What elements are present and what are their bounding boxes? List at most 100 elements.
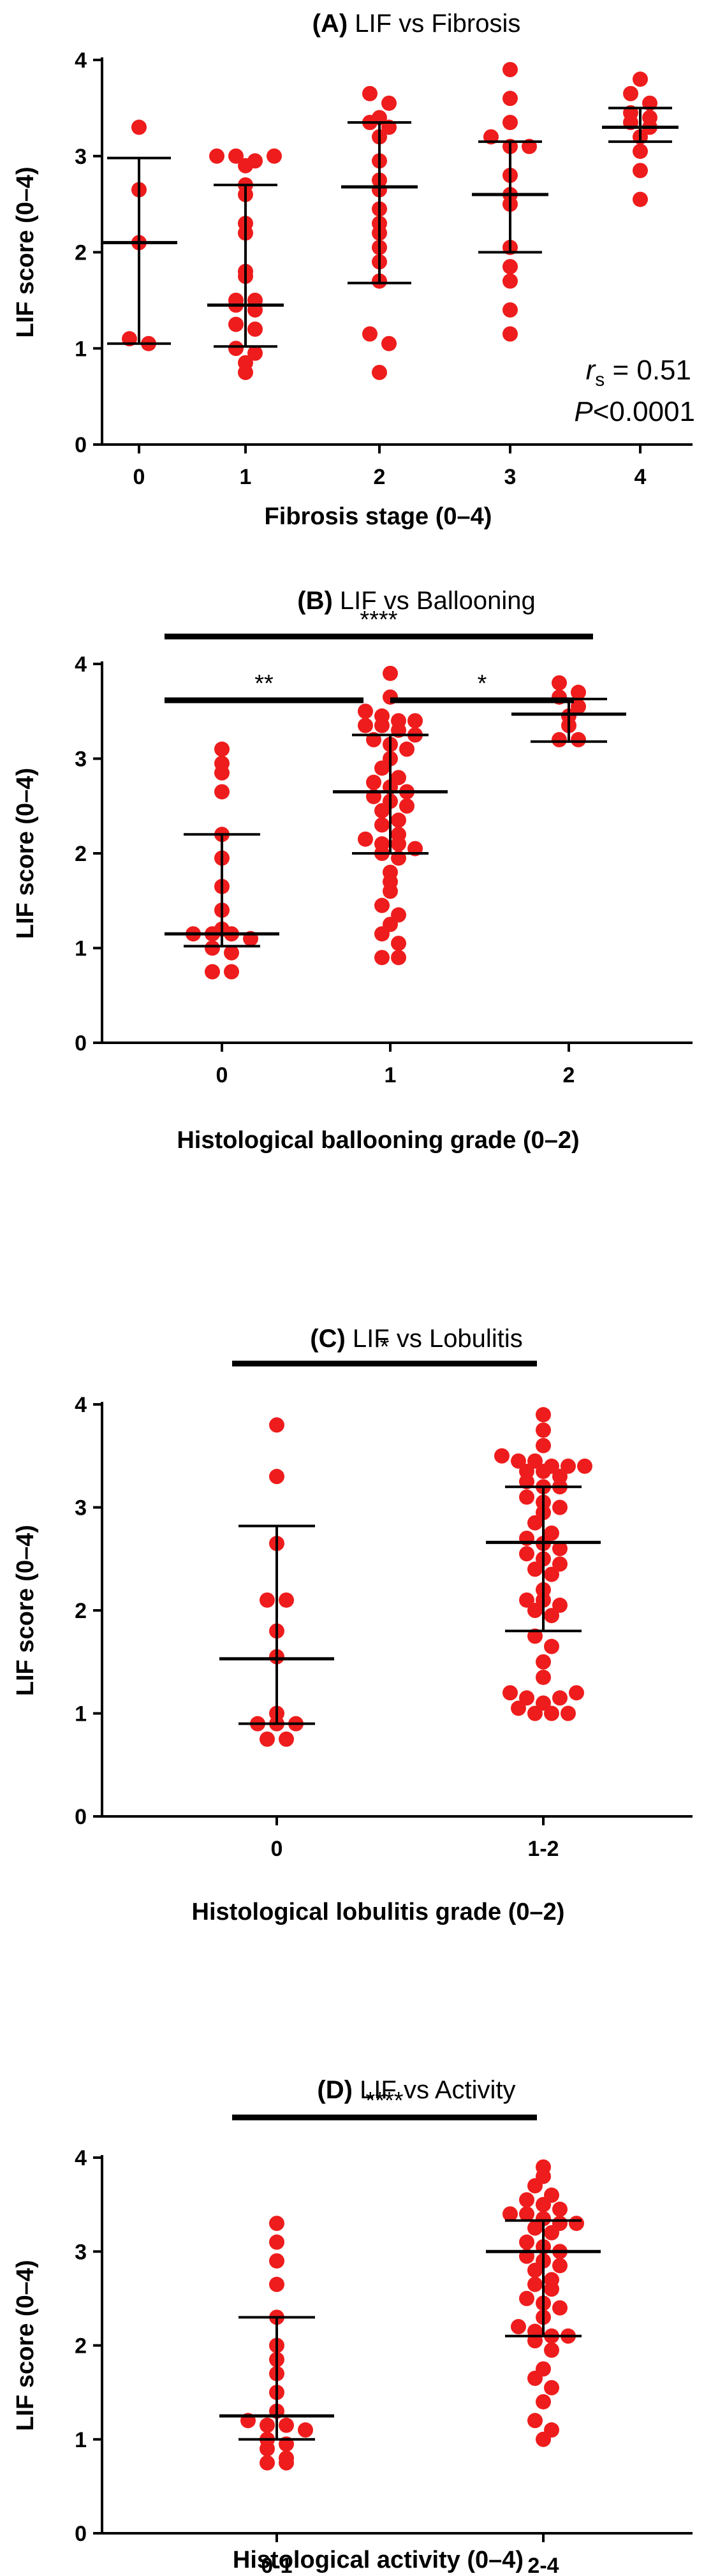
data-point	[536, 1669, 551, 1685]
data-point	[362, 326, 378, 342]
y-tick-label: 1	[75, 337, 87, 361]
data-point	[399, 741, 414, 757]
data-point	[358, 831, 373, 847]
data-point	[536, 1695, 551, 1711]
data-point	[383, 883, 398, 899]
data-point	[374, 897, 390, 913]
data-point	[228, 148, 244, 164]
data-point	[571, 732, 586, 747]
chart-panel-3: (C) LIF vs Lobulitis 0 1 2 3 4 LIF score (0–4)…	[12, 1325, 693, 1925]
rs-value: = 0.51	[605, 355, 691, 386]
y-tick-label: 4	[75, 652, 87, 677]
data-point	[544, 2380, 559, 2396]
y-tick-label: 0	[75, 2522, 87, 2546]
chart-title-tag: (D)	[317, 2076, 360, 2104]
x-tick-label: 1-2	[527, 1837, 559, 1861]
data-point	[269, 2253, 284, 2269]
data-point	[552, 1556, 568, 1572]
y-axis-label: LIF score (0–4)	[12, 2260, 39, 2431]
data-point	[269, 2276, 284, 2292]
data-point	[536, 2197, 551, 2212]
significance-label: ****	[360, 607, 397, 633]
data-point	[494, 1448, 510, 1464]
data-point	[527, 1515, 543, 1531]
data-point	[552, 2300, 568, 2316]
data-point	[358, 718, 373, 733]
data-point	[374, 718, 390, 733]
significance-label: **	[254, 670, 274, 697]
data-point	[502, 1685, 518, 1701]
data-point	[383, 665, 398, 681]
data-point	[205, 940, 220, 956]
data-point	[519, 1489, 534, 1505]
x-axis-label: Histological ballooning grade (0–2)	[177, 1127, 579, 1154]
chart-panel-1: (A) LIF vs Fibrosis 0 1 2 3 4 LIF score (0–4) 0…	[12, 10, 695, 530]
data-point	[527, 2276, 543, 2292]
data-point	[623, 85, 638, 101]
data-point	[633, 144, 648, 159]
data-point	[391, 950, 406, 966]
data-point	[544, 1638, 559, 1654]
chart-title: (B) LIF vs Ballooning	[297, 587, 535, 615]
data-point	[131, 119, 147, 135]
data-point	[569, 1685, 584, 1701]
data-point	[544, 2342, 559, 2358]
data-point	[391, 813, 406, 828]
data-point	[571, 684, 586, 700]
chart-panel-4: (D) LIF vs Activity 0 1 2 3 4 LIF score (0–4) 0…	[12, 2076, 693, 2576]
data-point	[527, 1453, 543, 1469]
x-tick-label: 2-4	[527, 2554, 559, 2576]
x-tick-label: 0-1	[261, 2554, 292, 2576]
data-point	[502, 91, 518, 107]
data-point	[214, 765, 230, 781]
data-point	[269, 1469, 284, 1485]
data-point	[391, 936, 406, 952]
data-point	[552, 2201, 568, 2217]
x-axis-label: Fibrosis stage (0–4)	[265, 503, 492, 530]
data-point	[260, 1731, 275, 1747]
chart-title: (D) LIF vs Activity	[317, 2076, 515, 2104]
data-point	[407, 713, 423, 729]
data-point	[511, 1700, 526, 1716]
y-tick-label: 2	[75, 1599, 87, 1623]
data-point	[381, 335, 397, 351]
data-point	[552, 1541, 568, 1557]
y-tick-label: 2	[75, 2334, 87, 2359]
x-tick-label: 4	[634, 465, 647, 489]
data-point	[279, 2455, 294, 2471]
rs-annotation: rs = 0.51	[586, 355, 691, 390]
data-point	[519, 2192, 534, 2208]
chart-panel-2: (B) LIF vs Ballooning 0 1 2 3 4 LIF score (0–4…	[12, 587, 693, 1154]
y-tick-label: 0	[75, 433, 87, 457]
data-point	[544, 1705, 559, 1721]
data-point	[552, 1690, 568, 1706]
y-tick-label: 3	[75, 145, 87, 169]
data-point	[511, 1453, 526, 1469]
data-point	[224, 945, 239, 960]
data-point	[362, 85, 378, 101]
chart-title-tag: (C)	[310, 1325, 353, 1353]
data-point	[527, 1603, 543, 1618]
data-point	[260, 1592, 275, 1608]
data-point	[374, 926, 390, 942]
chart-title-text: LIF vs Lobulitis	[353, 1325, 523, 1353]
data-point	[374, 817, 390, 833]
x-tick-label: 3	[504, 465, 517, 489]
data-point	[374, 803, 390, 819]
data-point	[279, 1731, 294, 1747]
data-point	[502, 2206, 518, 2222]
data-point	[260, 2417, 275, 2433]
p-value: <0.0001	[593, 396, 695, 427]
data-point	[536, 2431, 551, 2447]
y-tick-label: 0	[75, 1805, 87, 1829]
p-symbol: P	[574, 396, 593, 427]
data-point	[502, 302, 518, 318]
data-point	[267, 148, 282, 164]
chart-title-text: LIF vs Ballooning	[340, 587, 536, 615]
x-tick-label: 2	[563, 1063, 575, 1087]
data-point	[214, 741, 230, 757]
data-point	[374, 950, 390, 966]
y-tick-label: 4	[75, 1393, 87, 1417]
data-point	[279, 1592, 294, 1608]
